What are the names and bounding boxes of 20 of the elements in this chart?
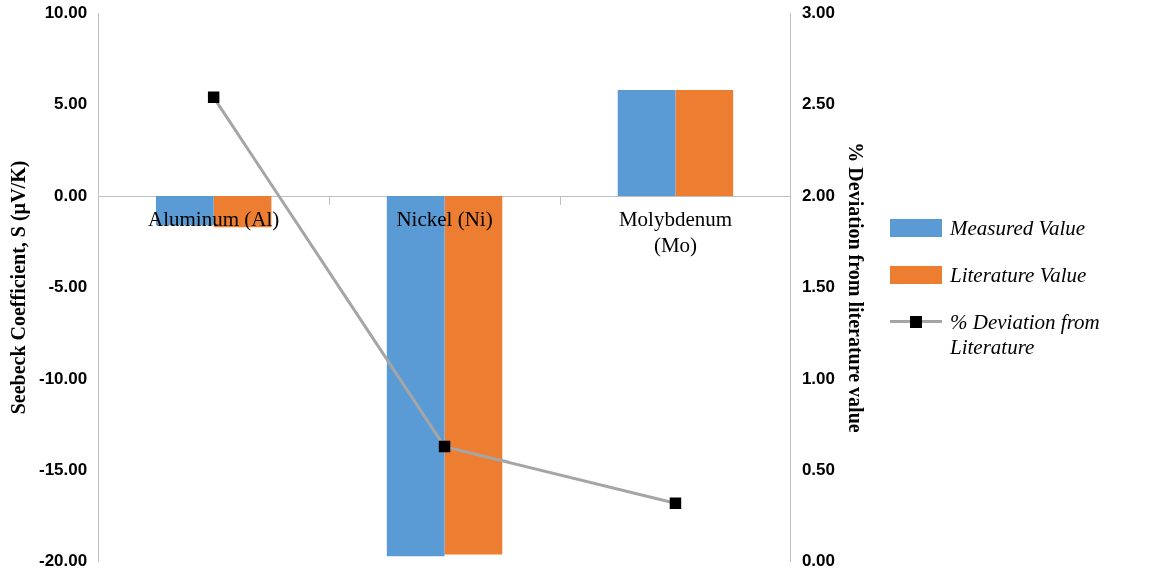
y-axis-title: Seebeck Coefficient, S (µV/K): [7, 160, 31, 415]
legend-label: Measured Value: [950, 215, 1086, 241]
y2-tick-label: 0.00: [801, 551, 836, 571]
y-tick-label: -10.00: [39, 368, 88, 388]
y2-tick-label: 1.00: [801, 368, 836, 388]
y-tick-label: -5.00: [48, 277, 88, 297]
y2-tick-label: 1.50: [801, 277, 836, 297]
y-tick-label: 10.00: [44, 2, 88, 22]
legend-label: Literature Value: [950, 262, 1087, 288]
legend-label: % Deviation from Literature: [950, 309, 1101, 360]
y2-tick-label: 2.00: [801, 185, 836, 205]
y2-tick-label: 0.50: [801, 460, 836, 480]
y2-tick-label: 3.00: [801, 2, 836, 22]
y-tick-label: 0.00: [54, 185, 88, 205]
y-tick-label: -20.00: [39, 551, 88, 571]
y-tick-label: 5.00: [54, 94, 88, 114]
y2-tick-label: 2.50: [801, 94, 836, 114]
x-tick-label: Molybdenum (Mo): [618, 207, 733, 258]
y-tick-label: -15.00: [39, 460, 88, 480]
y2-axis-title: % Deviation from literature value: [844, 142, 867, 433]
